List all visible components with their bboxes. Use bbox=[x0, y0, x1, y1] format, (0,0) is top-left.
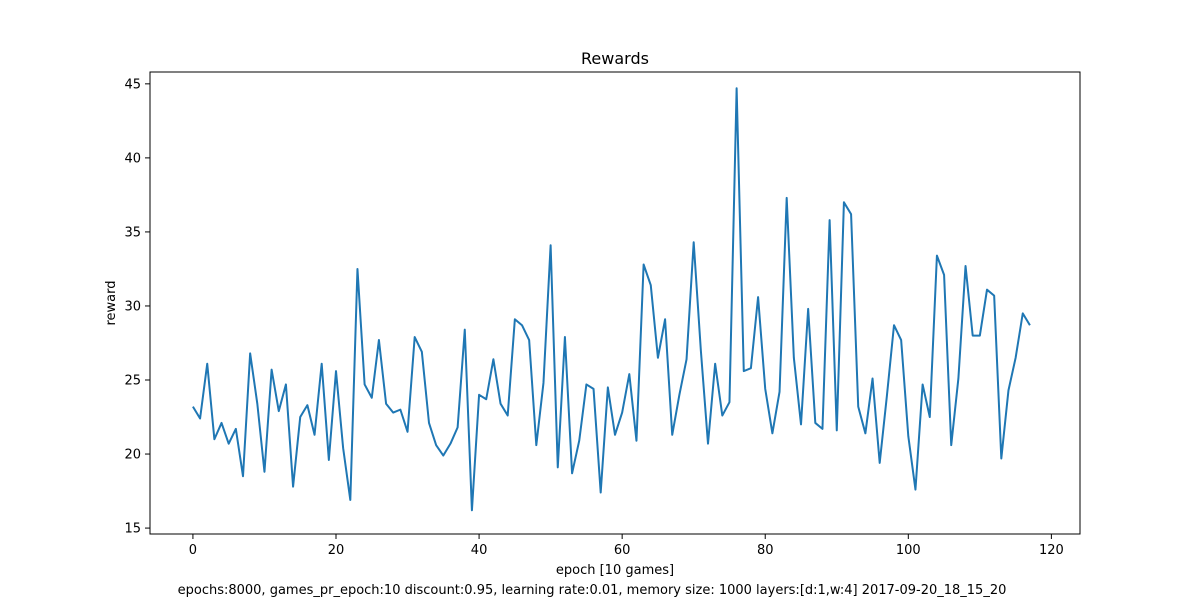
y-tick-label: 15 bbox=[124, 522, 141, 537]
x-tick-label: 120 bbox=[1039, 543, 1064, 558]
x-tick-label: 0 bbox=[189, 543, 197, 558]
x-tick-label: 20 bbox=[328, 543, 345, 558]
x-tick-label: 100 bbox=[896, 543, 921, 558]
x-tick-label: 40 bbox=[471, 543, 488, 558]
reward-series-line bbox=[192, 87, 1031, 512]
y-axis: 15 20 25 30 35 40 45 bbox=[124, 77, 150, 537]
x-tick-label: 80 bbox=[757, 543, 774, 558]
y-tick-label: 30 bbox=[124, 299, 141, 314]
plot-area bbox=[192, 87, 1031, 512]
chart-title: Rewards bbox=[581, 49, 649, 68]
y-tick-label: 25 bbox=[124, 374, 141, 389]
run-parameters-caption: epochs:8000, games_pr_epoch:10 discount:… bbox=[178, 583, 1007, 598]
y-tick-label: 45 bbox=[124, 77, 141, 92]
x-axis-label: epoch [10 games] bbox=[556, 563, 674, 578]
y-tick-label: 35 bbox=[124, 225, 141, 240]
x-axis: 0 20 40 60 80 100 120 bbox=[189, 534, 1064, 558]
y-axis-label: reward bbox=[104, 280, 119, 325]
x-tick-label: 60 bbox=[614, 543, 631, 558]
plot-frame bbox=[149, 71, 1081, 535]
y-tick-label: 40 bbox=[124, 151, 141, 166]
y-tick-label: 20 bbox=[124, 448, 141, 463]
